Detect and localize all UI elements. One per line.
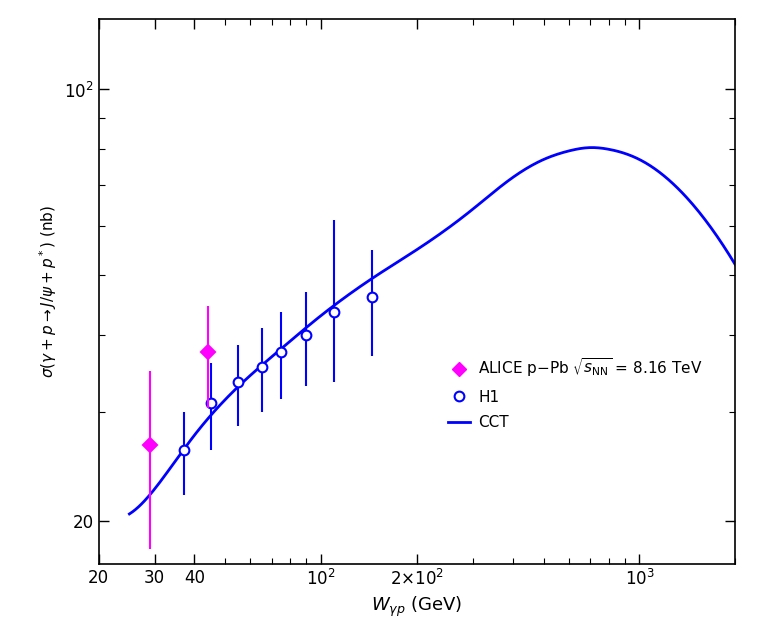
- Legend: ALICE p$-$Pb $\sqrt{s_{\mathrm{NN}}}$ = 8.16 TeV, H1, CCT: ALICE p$-$Pb $\sqrt{s_{\mathrm{NN}}}$ = …: [441, 351, 709, 437]
- Y-axis label: $\sigma(\gamma+p \rightarrow J/\psi+p^*)$ (nb): $\sigma(\gamma+p \rightarrow J/\psi+p^*)…: [37, 205, 58, 378]
- X-axis label: $W_{\gamma p}$ (GeV): $W_{\gamma p}$ (GeV): [371, 595, 462, 619]
